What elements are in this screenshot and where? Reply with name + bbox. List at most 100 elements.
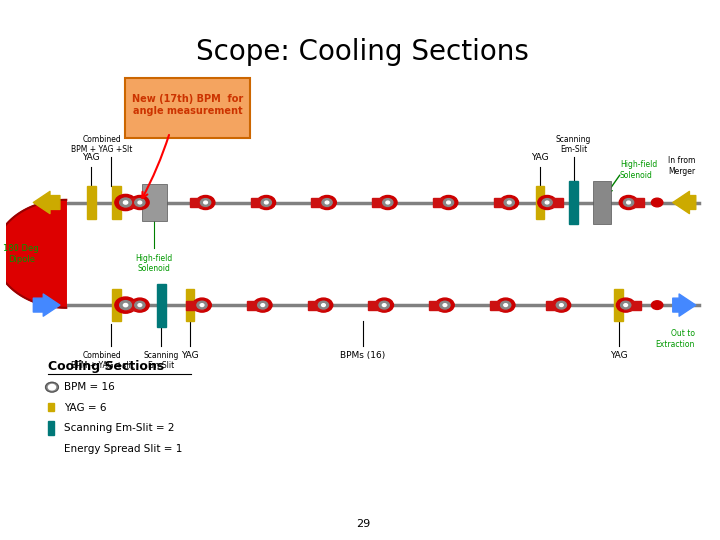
Circle shape <box>552 298 571 312</box>
Bar <box>190 198 207 207</box>
Bar <box>493 198 510 207</box>
Text: YAG = 6: YAG = 6 <box>64 403 107 413</box>
Circle shape <box>624 303 628 307</box>
Circle shape <box>504 199 514 206</box>
Bar <box>490 301 507 309</box>
Circle shape <box>130 298 149 312</box>
Bar <box>369 301 386 309</box>
Text: YAG: YAG <box>181 351 199 360</box>
Circle shape <box>130 195 149 210</box>
Circle shape <box>45 382 58 392</box>
Bar <box>87 186 96 219</box>
Bar <box>614 289 623 321</box>
Bar <box>186 289 194 321</box>
Circle shape <box>557 301 567 309</box>
FancyArrowPatch shape <box>33 294 60 316</box>
Circle shape <box>120 301 132 309</box>
Circle shape <box>624 199 634 206</box>
Text: High-field
Solenoid: High-field Solenoid <box>620 160 657 180</box>
Circle shape <box>197 301 207 309</box>
Circle shape <box>440 301 450 309</box>
Circle shape <box>616 298 635 312</box>
Bar <box>124 198 141 207</box>
Circle shape <box>314 298 333 312</box>
Bar <box>307 301 325 309</box>
Circle shape <box>439 195 458 210</box>
Circle shape <box>375 298 394 312</box>
Text: New (17th) BPM  for
angle measurement: New (17th) BPM for angle measurement <box>132 94 243 116</box>
Text: YAG: YAG <box>610 351 627 360</box>
Circle shape <box>123 201 127 204</box>
Bar <box>112 289 120 321</box>
Circle shape <box>257 195 276 210</box>
Circle shape <box>500 301 510 309</box>
Polygon shape <box>0 200 66 308</box>
Text: Energy Spread Slit = 1: Energy Spread Slit = 1 <box>64 444 182 454</box>
Text: 180 Deg
Dipole: 180 Deg Dipole <box>4 244 39 264</box>
Bar <box>251 198 268 207</box>
Circle shape <box>253 298 272 312</box>
Circle shape <box>120 198 132 207</box>
Circle shape <box>48 384 55 390</box>
Bar <box>546 198 563 207</box>
Bar <box>48 421 54 435</box>
Circle shape <box>318 195 336 210</box>
Text: YAG: YAG <box>83 153 100 162</box>
Circle shape <box>261 199 271 206</box>
FancyBboxPatch shape <box>125 78 251 138</box>
Circle shape <box>382 199 393 206</box>
Circle shape <box>446 201 451 204</box>
Circle shape <box>193 298 211 312</box>
Bar <box>112 186 120 219</box>
Text: High-field
Solenoid: High-field Solenoid <box>135 254 173 273</box>
Text: In from
Merger: In from Merger <box>667 156 695 176</box>
Circle shape <box>652 198 663 207</box>
Circle shape <box>652 301 663 309</box>
FancyArrowPatch shape <box>33 191 60 214</box>
Bar <box>311 198 328 207</box>
Circle shape <box>382 303 386 307</box>
Circle shape <box>200 199 211 206</box>
Circle shape <box>135 199 145 206</box>
Bar <box>570 181 578 224</box>
Text: BPMs (16): BPMs (16) <box>340 351 385 360</box>
Text: Scanning Em-Slit = 2: Scanning Em-Slit = 2 <box>64 423 175 433</box>
FancyArrowPatch shape <box>672 294 696 316</box>
Circle shape <box>138 303 142 307</box>
Circle shape <box>115 297 136 313</box>
Bar <box>546 301 563 309</box>
Text: Scope: Cooling Sections: Scope: Cooling Sections <box>197 38 529 66</box>
Bar <box>186 301 204 309</box>
Circle shape <box>115 194 136 211</box>
Circle shape <box>559 303 563 307</box>
Text: 29: 29 <box>356 519 370 529</box>
FancyArrowPatch shape <box>672 191 696 214</box>
Circle shape <box>379 301 390 309</box>
Bar <box>124 301 141 309</box>
Circle shape <box>542 199 552 206</box>
Circle shape <box>626 201 631 204</box>
Circle shape <box>508 201 511 204</box>
Circle shape <box>123 303 127 307</box>
Circle shape <box>197 195 215 210</box>
Circle shape <box>322 199 332 206</box>
Text: Scanning
Em-Slit: Scanning Em-Slit <box>143 351 179 370</box>
Circle shape <box>386 201 390 204</box>
Bar <box>536 186 544 219</box>
Bar <box>433 198 450 207</box>
Text: Combined
BPM + YAG +slit: Combined BPM + YAG +slit <box>71 351 133 370</box>
Circle shape <box>619 195 638 210</box>
Text: BPM = 16: BPM = 16 <box>64 382 115 392</box>
Bar <box>247 301 264 309</box>
Text: Out to
Extraction: Out to Extraction <box>656 329 695 349</box>
Circle shape <box>538 195 557 210</box>
Circle shape <box>135 301 145 309</box>
Bar <box>627 198 644 207</box>
Bar <box>157 284 166 327</box>
Circle shape <box>444 199 454 206</box>
Circle shape <box>436 298 454 312</box>
Bar <box>429 301 446 309</box>
Text: Scanning
Em-Slit: Scanning Em-Slit <box>556 134 591 154</box>
Circle shape <box>204 201 207 204</box>
Text: Combined
BPM + YAG +Slt: Combined BPM + YAG +Slt <box>71 134 132 154</box>
